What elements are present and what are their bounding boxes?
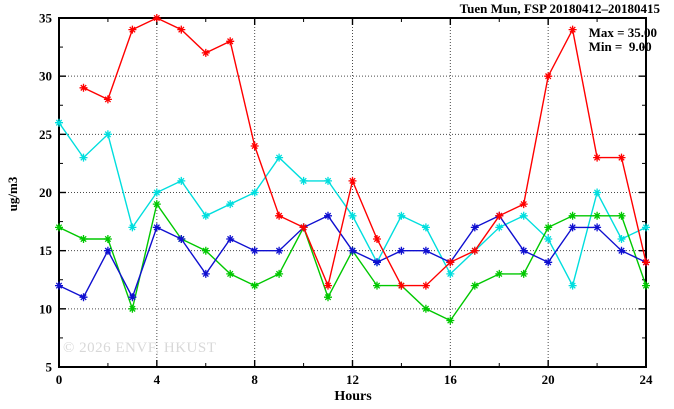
x-tick-label: 0 — [56, 372, 63, 387]
y-tick-label: 35 — [39, 11, 53, 26]
x-tick-label: 16 — [444, 372, 458, 387]
y-tick-label: 15 — [39, 243, 53, 258]
series-markers-red — [79, 14, 650, 290]
chart-title: Tuen Mun, FSP 20180412–20180415 — [459, 1, 660, 16]
x-tick-label: 8 — [251, 372, 258, 387]
x-tick-label: 12 — [346, 372, 359, 387]
y-tick-label: 5 — [46, 360, 53, 375]
x-tick-label: 4 — [154, 372, 161, 387]
x-axis-label: Hours — [334, 389, 372, 404]
series-line-red — [83, 17, 647, 288]
y-tick-label: 10 — [39, 301, 52, 316]
legend-max-label: Max = 35.00 — [588, 25, 657, 40]
y-tick-label: 30 — [39, 69, 52, 84]
legend-min-label: Min = 9.00 — [588, 39, 652, 54]
legend: Max = 35.00 Min = 9.00 — [589, 26, 657, 54]
watermark: © 2026 ENVF, HKUST — [63, 340, 217, 356]
y-tick-label: 20 — [39, 185, 52, 200]
x-tick-label: 20 — [542, 372, 555, 387]
y-axis-label: ug/m3 — [5, 176, 20, 212]
y-tick-label: 25 — [39, 127, 53, 142]
x-tick-label: 24 — [640, 372, 654, 387]
